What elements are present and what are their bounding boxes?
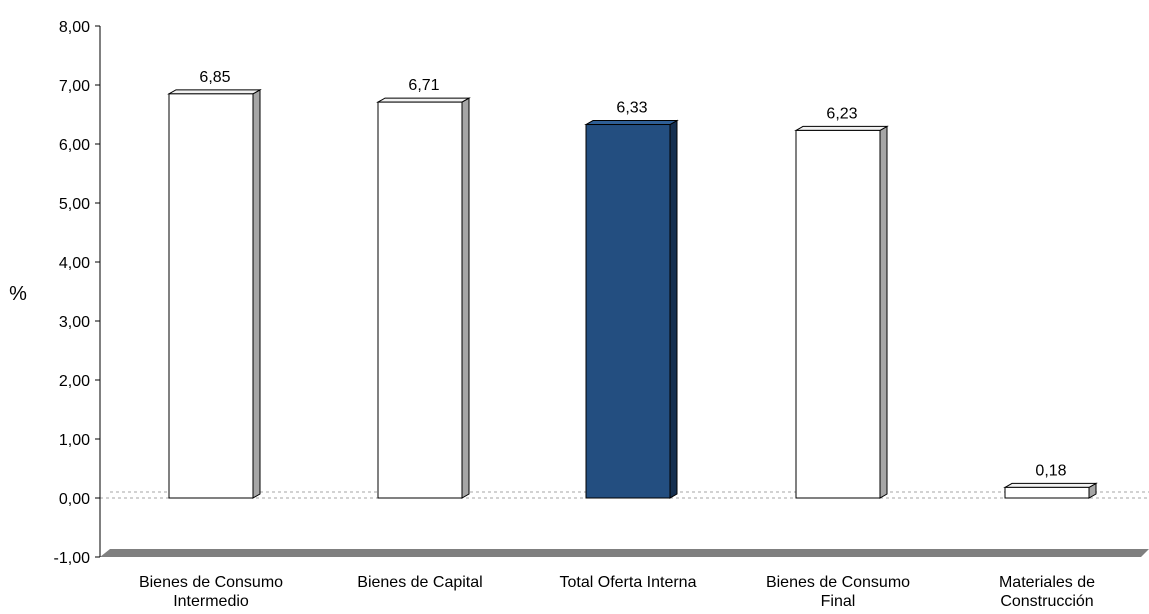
bar-top xyxy=(167,89,262,95)
bar-top xyxy=(794,125,889,131)
bar xyxy=(1004,486,1090,499)
category-label: Materiales de xyxy=(999,574,1095,591)
bar-side xyxy=(669,119,678,499)
bar-side xyxy=(252,88,261,499)
y-tick-label: 6,00 xyxy=(59,137,90,154)
category-label: Total Oferta Interna xyxy=(560,574,697,591)
category-label: Intermedio xyxy=(173,593,249,610)
data-label: 6,71 xyxy=(408,77,439,94)
y-axis-title: % xyxy=(9,283,27,305)
bars xyxy=(167,88,1098,499)
y-tick-label: 5,00 xyxy=(59,196,90,213)
y-tick-label: -1,00 xyxy=(54,550,91,567)
bar xyxy=(795,129,881,499)
y-tick-label: 2,00 xyxy=(59,373,90,390)
bar-side xyxy=(461,97,470,499)
y-tick-label: 1,00 xyxy=(59,432,90,449)
bar-top xyxy=(376,97,471,103)
category-label: Bienes de Consumo xyxy=(139,574,283,591)
y-tick-label: 7,00 xyxy=(59,78,90,95)
category-label: Bienes de Consumo xyxy=(766,574,910,591)
bar xyxy=(168,93,254,499)
y-tick-label: 8,00 xyxy=(59,19,90,36)
data-label: 6,23 xyxy=(826,105,857,122)
y-tick-label: 0,00 xyxy=(59,491,90,508)
category-label: Bienes de Capital xyxy=(357,574,482,591)
data-label: 6,33 xyxy=(616,100,647,117)
category-label: Final xyxy=(821,593,856,610)
labels: 8,00 7,00 6,00 5,00 4,00 3,00 2,00 1,00 0,00 -1,0… xyxy=(54,19,1096,610)
bar-top xyxy=(1003,482,1098,488)
y-tick-label: 4,00 xyxy=(59,255,90,272)
y-tick-label: 3,00 xyxy=(59,314,90,331)
floor-plane xyxy=(100,549,1149,557)
data-label: 6,85 xyxy=(199,69,230,86)
bar-side xyxy=(879,125,888,499)
data-label: 0,18 xyxy=(1035,462,1066,479)
category-label: Construcción xyxy=(1000,593,1093,610)
bar xyxy=(585,124,671,499)
bar xyxy=(377,101,463,499)
bar-top xyxy=(584,120,679,126)
